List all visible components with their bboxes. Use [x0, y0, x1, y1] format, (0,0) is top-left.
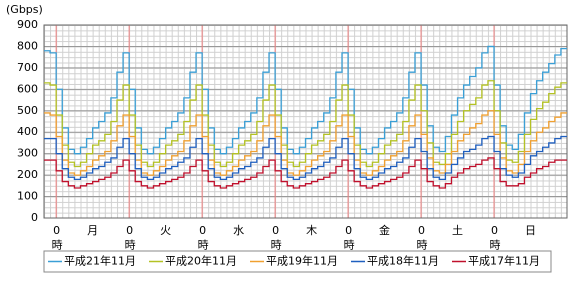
- y-tick-label: 300: [17, 147, 38, 160]
- day-label: 水: [233, 224, 244, 237]
- x-tick-label: 0時: [342, 224, 355, 252]
- y-tick-label: 400: [17, 125, 38, 138]
- y-tick-label: 600: [17, 82, 38, 95]
- day-label: 月: [87, 224, 98, 237]
- x-tick-label: 0時: [123, 224, 136, 252]
- y-tick-label: 500: [17, 104, 38, 117]
- x-tick-label: 0時: [415, 224, 428, 252]
- y-unit: (Gbps): [6, 3, 43, 16]
- series-line: [44, 135, 567, 181]
- y-tick-label: 700: [17, 61, 38, 74]
- x-tick-label: 0時: [50, 224, 63, 252]
- y-tick-label: 100: [17, 190, 38, 203]
- x-tick-label: 0時: [488, 224, 501, 252]
- day-label: 火: [160, 224, 171, 237]
- day-label: 金: [379, 223, 390, 237]
- legend-label: 平成20年11月: [165, 254, 237, 268]
- series-line: [44, 110, 567, 176]
- y-tick-label: 0: [31, 211, 38, 224]
- series-line: [44, 80, 567, 168]
- x-tick-label: 0時: [196, 224, 209, 252]
- day-label: 木: [306, 224, 317, 237]
- legend-label: 平成19年11月: [266, 254, 338, 268]
- legend-box: [43, 250, 552, 273]
- day-label: 土: [452, 224, 463, 237]
- plot-frame: [43, 24, 568, 219]
- day-label: 日: [525, 224, 536, 237]
- series-line: [44, 45, 567, 155]
- legend-label: 平成17年11月: [468, 254, 540, 268]
- y-tick-label: 800: [17, 39, 38, 52]
- y-tick-label: 900: [17, 18, 38, 31]
- legend-label: 平成18年11月: [367, 254, 439, 268]
- series-line: [44, 157, 567, 189]
- legend-label: 平成21年11月: [64, 254, 136, 268]
- x-tick-label: 0時: [269, 224, 282, 252]
- y-tick-label: 200: [17, 168, 38, 181]
